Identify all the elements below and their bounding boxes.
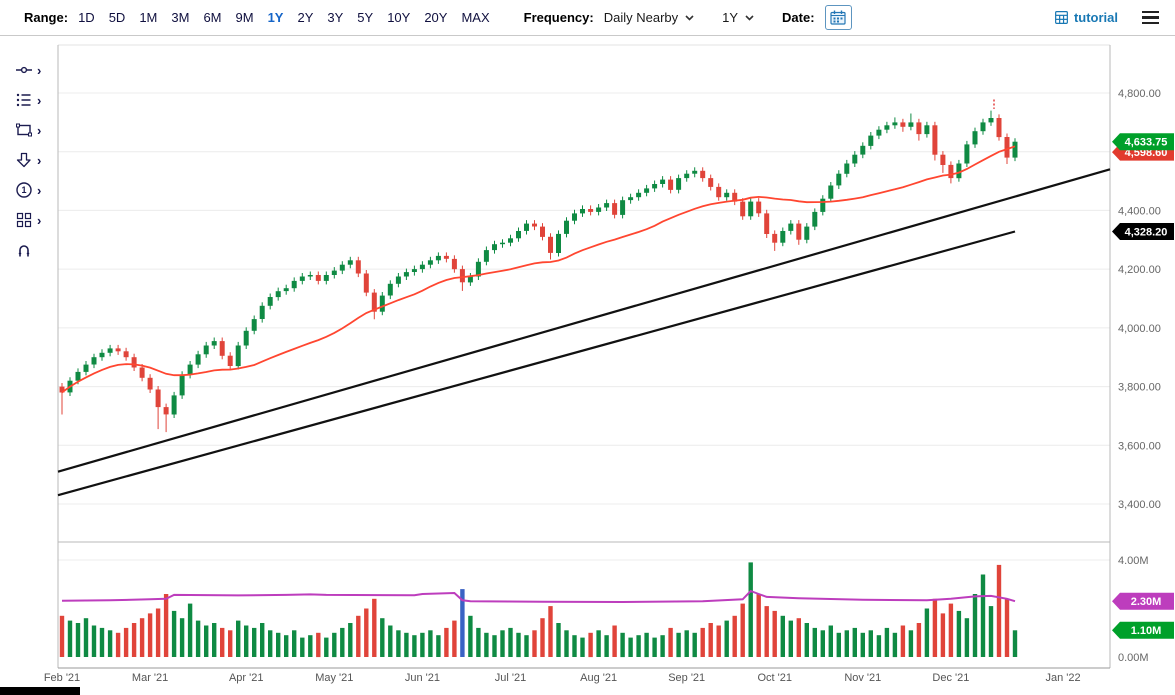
svg-text:3,800.00: 3,800.00 bbox=[1118, 382, 1161, 394]
range-1m[interactable]: 1M bbox=[139, 10, 158, 25]
grid-tool[interactable]: › bbox=[0, 205, 56, 235]
range-2y[interactable]: 2Y bbox=[297, 10, 314, 25]
svg-text:4,328.20: 4,328.20 bbox=[1125, 226, 1168, 238]
period-value: 1Y bbox=[722, 10, 739, 25]
range-max[interactable]: MAX bbox=[461, 10, 490, 25]
magnet-tool[interactable] bbox=[0, 235, 56, 265]
menu-button[interactable] bbox=[1140, 6, 1161, 30]
calendar-icon bbox=[830, 10, 846, 25]
frequency-dropdown[interactable]: Daily Nearby bbox=[604, 10, 694, 25]
range-20y[interactable]: 20Y bbox=[424, 10, 448, 25]
range-9m[interactable]: 9M bbox=[235, 10, 254, 25]
volume-axis-label: 4.00M bbox=[1118, 555, 1149, 567]
range-5y[interactable]: 5Y bbox=[357, 10, 374, 25]
svg-text:Oct '21: Oct '21 bbox=[757, 672, 792, 684]
svg-text:Dec '21: Dec '21 bbox=[932, 672, 969, 684]
range-6m[interactable]: 6M bbox=[203, 10, 222, 25]
range-selector: 1D 5D 1M 3M 6M 9M 1Y 2Y 3Y 5Y 10Y 20Y MAX bbox=[78, 10, 490, 25]
svg-text:1: 1 bbox=[21, 185, 26, 195]
hamburger-icon bbox=[1142, 10, 1159, 25]
tutorial-label: tutorial bbox=[1073, 10, 1118, 25]
arrow-tool[interactable]: › bbox=[0, 145, 56, 175]
trendline[interactable] bbox=[57, 230, 1016, 497]
svg-text:Jul '21: Jul '21 bbox=[495, 672, 526, 684]
chevron-right-icon: › bbox=[37, 92, 42, 108]
svg-text:Mar '21: Mar '21 bbox=[132, 672, 168, 684]
chevron-right-icon: › bbox=[37, 212, 42, 228]
range-1y[interactable]: 1Y bbox=[267, 10, 284, 25]
svg-text:Sep '21: Sep '21 bbox=[668, 672, 705, 684]
svg-text:Apr '21: Apr '21 bbox=[229, 672, 264, 684]
frequency-label: Frequency: bbox=[523, 10, 594, 25]
chart-toolbar: Range: 1D 5D 1M 3M 6M 9M 1Y 2Y 3Y 5Y 10Y 20Y MAX Fre… bbox=[0, 0, 1175, 36]
range-10y[interactable]: 10Y bbox=[387, 10, 411, 25]
candles bbox=[59, 110, 1018, 433]
panel-borders bbox=[57, 44, 1111, 669]
tutorial-link[interactable]: tutorial bbox=[1054, 10, 1118, 25]
chevron-right-icon: › bbox=[37, 122, 42, 138]
grid-icon bbox=[16, 212, 32, 228]
chevron-down-icon bbox=[685, 14, 694, 21]
range-3y[interactable]: 3Y bbox=[327, 10, 344, 25]
svg-text:4,200.00: 4,200.00 bbox=[1118, 264, 1161, 276]
bottom-black-bar bbox=[0, 687, 80, 695]
tutorial-grid-icon bbox=[1054, 11, 1068, 24]
shapes-tool[interactable]: › bbox=[0, 115, 56, 145]
toolbar-right: tutorial bbox=[1054, 6, 1161, 30]
chevron-right-icon: › bbox=[37, 62, 42, 78]
svg-text:May '21: May '21 bbox=[315, 672, 353, 684]
chevron-right-icon: › bbox=[37, 182, 42, 198]
x-axis-labels: Feb '21 Mar '21 Apr '21 May '21 Jun '21 Jul '… bbox=[44, 672, 1081, 684]
measure-icon bbox=[16, 66, 32, 74]
range-3m[interactable]: 3M bbox=[171, 10, 190, 25]
volume-bars bbox=[59, 562, 1018, 658]
average-volume-line bbox=[61, 589, 1016, 604]
date-label: Date: bbox=[782, 10, 815, 25]
drawing-tools-sidebar: › › › › 1 › bbox=[0, 55, 56, 265]
frequency-value: Daily Nearby bbox=[603, 10, 679, 25]
svg-text:4,000.00: 4,000.00 bbox=[1118, 323, 1161, 335]
svg-text:Jan '22: Jan '22 bbox=[1046, 672, 1081, 684]
price-gridlines bbox=[58, 92, 1110, 505]
chevron-right-icon: › bbox=[37, 152, 42, 168]
indicators-tool[interactable]: › bbox=[0, 85, 56, 115]
date-picker-button[interactable] bbox=[824, 5, 852, 30]
svg-text:4,400.00: 4,400.00 bbox=[1118, 205, 1161, 217]
svg-text:Jun '21: Jun '21 bbox=[405, 672, 440, 684]
range-1d[interactable]: 1D bbox=[78, 10, 95, 25]
price-chart-canvas[interactable]: 4,800.004,600.004,400.004,200.004,000.00… bbox=[0, 37, 1175, 695]
svg-text:Aug '21: Aug '21 bbox=[580, 672, 617, 684]
svg-text:2.30M: 2.30M bbox=[1131, 596, 1162, 608]
rectangle-icon bbox=[16, 123, 32, 137]
measure-tool[interactable]: › bbox=[0, 55, 56, 85]
svg-text:1.10M: 1.10M bbox=[1131, 625, 1162, 637]
indicators-icon bbox=[16, 93, 31, 107]
annotation-tool[interactable]: 1 › bbox=[0, 175, 56, 205]
period-dropdown[interactable]: 1Y bbox=[722, 10, 754, 25]
svg-text:3,400.00: 3,400.00 bbox=[1118, 499, 1161, 511]
arrow-down-icon bbox=[16, 152, 31, 168]
svg-text:3,600.00: 3,600.00 bbox=[1118, 440, 1161, 452]
range-label: Range: bbox=[24, 10, 69, 25]
svg-text:4,633.75: 4,633.75 bbox=[1125, 137, 1168, 149]
red-moving-average-line bbox=[61, 145, 1016, 394]
svg-text:4,800.00: 4,800.00 bbox=[1118, 88, 1161, 100]
trendline[interactable] bbox=[57, 168, 1111, 473]
svg-text:Nov '21: Nov '21 bbox=[844, 672, 881, 684]
range-5d[interactable]: 5D bbox=[108, 10, 126, 25]
circled-one-icon: 1 bbox=[16, 182, 32, 198]
volume-axis-label: 0.00M bbox=[1118, 652, 1149, 664]
magnet-icon bbox=[18, 245, 30, 257]
chevron-down-icon bbox=[745, 14, 754, 21]
svg-text:Feb '21: Feb '21 bbox=[44, 672, 80, 684]
